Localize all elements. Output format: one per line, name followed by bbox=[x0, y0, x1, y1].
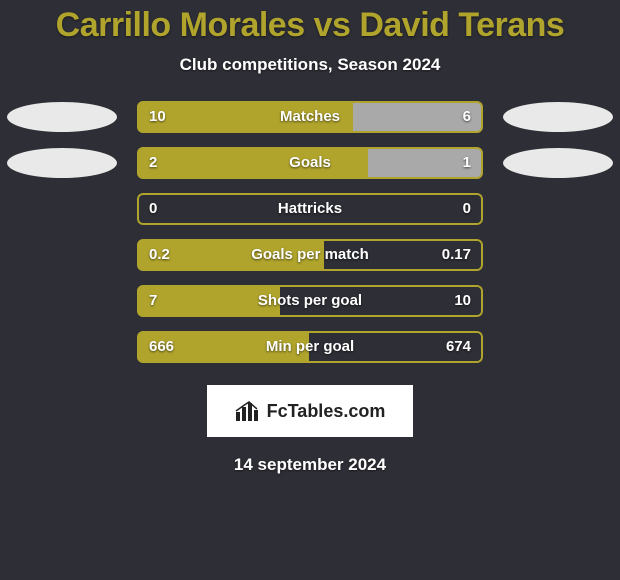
spacer bbox=[503, 332, 613, 362]
page-title: Carrillo Morales vs David Terans bbox=[0, 6, 620, 45]
player-left-ball bbox=[7, 148, 117, 178]
stat-label: Min per goal bbox=[137, 331, 483, 363]
player-right-ball bbox=[503, 148, 613, 178]
comparison-card: Carrillo Morales vs David Terans Club co… bbox=[0, 0, 620, 475]
player-left-ball bbox=[7, 102, 117, 132]
spacer bbox=[503, 240, 613, 270]
stat-label: Matches bbox=[137, 101, 483, 133]
stat-label: Goals per match bbox=[137, 239, 483, 271]
stats-list: 106Matches 21Goals 00Hattricks 0.20.17Goals… bbox=[0, 101, 620, 363]
stat-row-spg: 710Shots per goal bbox=[0, 285, 620, 317]
spacer bbox=[503, 194, 613, 224]
spacer bbox=[7, 194, 117, 224]
subtitle: Club competitions, Season 2024 bbox=[0, 55, 620, 75]
spacer bbox=[503, 286, 613, 316]
logo-text: FcTables.com bbox=[267, 401, 386, 422]
spacer bbox=[7, 286, 117, 316]
spacer bbox=[7, 240, 117, 270]
player-right-ball bbox=[503, 102, 613, 132]
stat-label: Goals bbox=[137, 147, 483, 179]
stat-row-hattricks: 00Hattricks bbox=[0, 193, 620, 225]
date-text: 14 september 2024 bbox=[0, 455, 620, 475]
stat-bar-gpm: 0.20.17Goals per match bbox=[137, 239, 483, 271]
stat-bar-goals: 21Goals bbox=[137, 147, 483, 179]
stat-label: Shots per goal bbox=[137, 285, 483, 317]
spacer bbox=[7, 332, 117, 362]
stat-bar-matches: 106Matches bbox=[137, 101, 483, 133]
stat-bar-hattricks: 00Hattricks bbox=[137, 193, 483, 225]
fctables-logo: FcTables.com bbox=[207, 385, 413, 437]
stat-bar-mpg: 666674Min per goal bbox=[137, 331, 483, 363]
stat-row-gpm: 0.20.17Goals per match bbox=[0, 239, 620, 271]
stat-bar-spg: 710Shots per goal bbox=[137, 285, 483, 317]
stat-row-matches: 106Matches bbox=[0, 101, 620, 133]
stat-row-mpg: 666674Min per goal bbox=[0, 331, 620, 363]
stat-row-goals: 21Goals bbox=[0, 147, 620, 179]
bar-chart-icon bbox=[235, 400, 261, 422]
stat-label: Hattricks bbox=[137, 193, 483, 225]
